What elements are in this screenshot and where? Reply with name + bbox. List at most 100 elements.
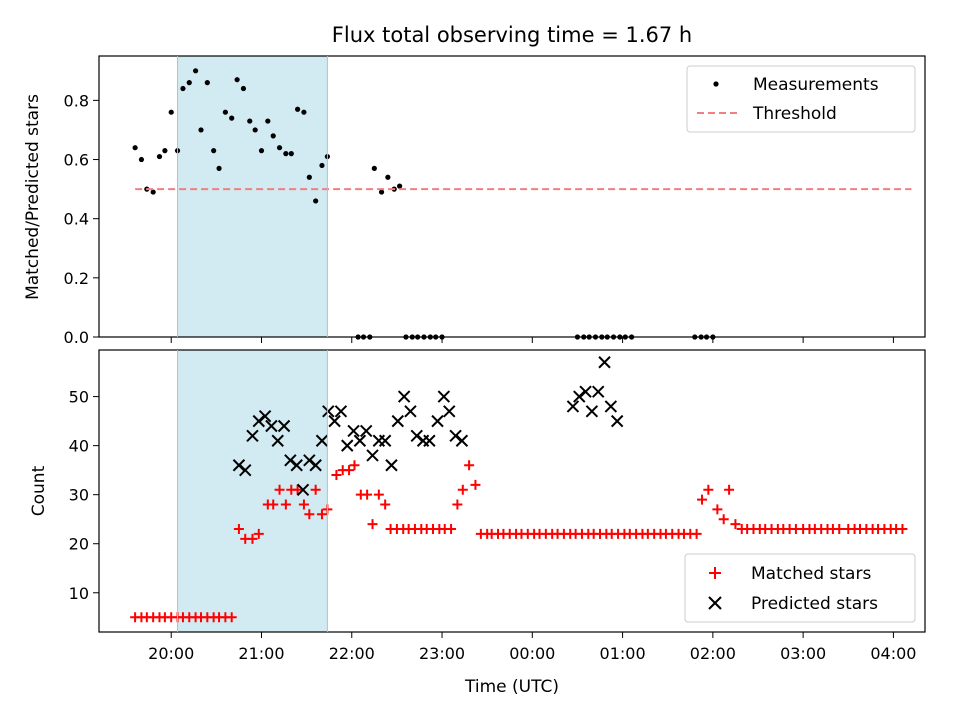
measurements-point <box>150 189 156 195</box>
y-tick-label: 40 <box>69 437 89 456</box>
matched-stars-point <box>452 499 463 510</box>
measurements-point <box>276 145 283 151</box>
predicted-stars-point <box>449 429 462 443</box>
matched-stars-point <box>331 470 342 481</box>
measurements-point <box>204 80 210 86</box>
matched-stars-point <box>253 528 264 539</box>
predicted-stars-point <box>604 400 618 413</box>
matched-stars-point <box>897 524 908 535</box>
predicted-stars-point <box>232 459 246 472</box>
x-tick-label: 20:00 <box>148 644 194 663</box>
matched-stars-point <box>712 504 723 515</box>
measurements-point <box>162 148 168 154</box>
measurements-point <box>234 77 240 83</box>
measurements-point <box>397 183 403 189</box>
measurements-point <box>252 127 258 133</box>
predicted-stars-point <box>585 405 599 418</box>
measurements-point <box>198 127 204 133</box>
matched-stars-point <box>470 479 481 490</box>
predicted-stars-point <box>431 414 444 428</box>
predicted-stars-point <box>592 385 605 398</box>
matched-stars-point <box>298 499 309 510</box>
measurements-point <box>378 189 385 195</box>
top-shaded-region <box>177 56 328 337</box>
measurements-point <box>283 151 289 157</box>
x-tick-label: 21:00 <box>238 644 284 663</box>
predicted-stars-point <box>378 434 392 447</box>
measurements-point <box>319 162 325 169</box>
matched-stars-point <box>268 499 279 510</box>
measurements-point <box>222 109 228 115</box>
y-tick-label: 10 <box>69 584 89 603</box>
matched-stars-point <box>292 484 303 495</box>
predicted-stars-point <box>423 434 436 447</box>
measurements-point <box>180 85 186 92</box>
predicted-stars-point <box>246 429 259 443</box>
measurements-point <box>216 165 222 171</box>
predicted-stars-point <box>296 483 310 496</box>
measurements-point <box>385 174 391 180</box>
measurements-point <box>229 115 235 121</box>
bottom-x-ticks: 20:00 21:00 22:00 23:00 00:00 01:00 02:00 03:00… <box>148 632 916 663</box>
matched-stars-point <box>691 528 702 539</box>
measurements-point <box>371 165 377 171</box>
measurements-point <box>186 80 192 86</box>
predicted-stars-point <box>598 356 611 369</box>
predicted-stars-point <box>579 385 592 398</box>
x-tick-label: 23:00 <box>419 644 465 663</box>
measurements-point <box>132 145 138 151</box>
matched-stars-point <box>703 484 714 495</box>
measurements-point <box>211 148 217 154</box>
measurements-point <box>301 109 307 115</box>
matched-stars-point <box>834 524 845 535</box>
predicted-stars-point <box>391 414 405 428</box>
legend-matched-label: Matched stars <box>751 564 871 584</box>
matched-stars-point <box>344 465 355 476</box>
predicted-stars-point <box>265 419 278 433</box>
top-axes-frame <box>98 55 926 338</box>
predicted-stars-point <box>277 419 291 433</box>
measurements-point <box>295 106 301 112</box>
x-tick-label: 02:00 <box>690 644 736 663</box>
predicted-stars-point <box>610 414 624 428</box>
matched-stars-point <box>457 484 468 495</box>
matched-stars-point <box>464 460 475 471</box>
measurements-point <box>247 118 253 124</box>
measurements-point <box>265 118 271 124</box>
predicted-stars-point <box>353 434 367 447</box>
matched-stars-point <box>316 509 327 520</box>
legend-matched-marker <box>709 567 721 579</box>
predicted-stars-point <box>271 434 284 447</box>
predicted-stars-point <box>258 410 272 423</box>
top-y-axis-label: Matched/Predicted stars <box>23 94 43 300</box>
matched-stars-point <box>247 533 258 544</box>
top-panel: 0.00.20.40.60.8 Matched/Predicted stars … <box>23 55 926 347</box>
y-tick-label: 0.6 <box>64 151 89 170</box>
y-tick-label: 50 <box>69 388 89 407</box>
measurements-point <box>288 151 294 157</box>
predicted-stars-point <box>437 390 451 403</box>
bottom-marks <box>130 356 908 623</box>
predicted-stars-point <box>443 405 456 418</box>
top-y-ticks: 0.0 0.2 0.4 0.6 0.8 <box>64 91 99 347</box>
matched-stars-point <box>226 612 237 623</box>
matched-stars-point <box>310 484 321 495</box>
matched-stars-point <box>304 509 315 520</box>
x-tick-label: 00:00 <box>509 644 555 663</box>
predicted-stars-point <box>360 424 373 438</box>
bottom-legend-box <box>684 553 916 623</box>
predicted-stars-point <box>309 459 322 472</box>
y-tick-label: 0.8 <box>64 91 89 110</box>
predicted-stars-point <box>322 405 335 418</box>
x-tick-label: 22:00 <box>329 644 375 663</box>
matched-stars-point <box>697 494 708 505</box>
matched-stars-point <box>362 489 373 500</box>
predicted-stars-point <box>341 439 354 452</box>
predicted-stars-point <box>366 449 379 462</box>
bottom-axes-frame <box>98 349 926 633</box>
matched-stars-point <box>274 484 285 495</box>
top-x-ticks <box>170 337 894 343</box>
matched-stars-point <box>349 460 360 471</box>
predicted-stars-point <box>315 434 329 447</box>
